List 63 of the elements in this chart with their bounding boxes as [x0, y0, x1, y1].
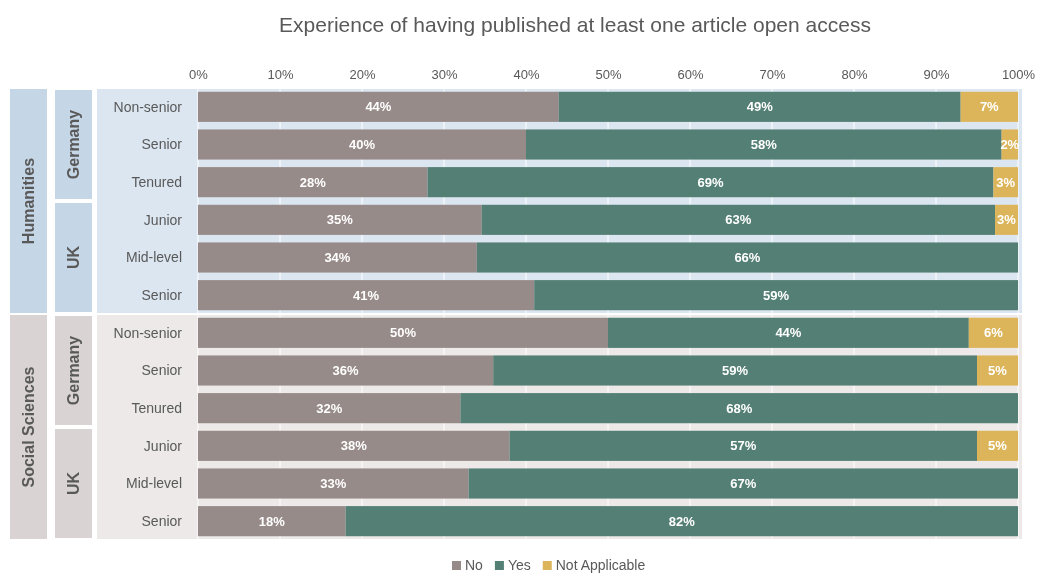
y-tick-label: Senior [141, 287, 183, 304]
data-label: 18% [258, 513, 286, 529]
y-tick-label: Non-senior [113, 98, 183, 115]
text: Germany [64, 335, 82, 406]
data-label: 38% [340, 438, 368, 454]
y-tick-label: Junior [143, 211, 183, 228]
legend-label: Yes [507, 557, 531, 573]
data-label: 44% [365, 99, 392, 115]
y-tick-label: Tenured [131, 400, 182, 417]
data-label: 3% [996, 174, 1016, 190]
data-label: 34% [324, 250, 351, 266]
legend-label: No [465, 557, 484, 573]
data-label: 69% [697, 174, 724, 190]
x-tick-label: 100% [1001, 67, 1036, 82]
text: UK [64, 245, 82, 270]
x-tick-label: 50% [595, 67, 622, 82]
data-label: 59% [722, 363, 749, 379]
legend-label: Not Applicable [555, 557, 646, 573]
data-label: 44% [775, 325, 802, 341]
data-label: 40% [348, 137, 376, 153]
data-label: 35% [326, 212, 354, 228]
data-label: 41% [353, 287, 380, 303]
x-tick-label: 90% [923, 67, 950, 82]
data-label: 63% [725, 212, 752, 228]
text: Social Sciences [19, 366, 37, 488]
data-label: 66% [734, 250, 761, 266]
data-label: 32% [316, 400, 343, 416]
y-tick-label: Non-senior [113, 324, 183, 341]
text: Germany [64, 109, 82, 180]
data-label: 49% [746, 99, 774, 115]
x-tick-label: 30% [431, 67, 458, 82]
data-label: 3% [997, 212, 1017, 228]
data-label: 6% [984, 325, 1004, 341]
x-tick-label: 20% [349, 67, 376, 82]
chart-title: Experience of having published at least one article open access [279, 13, 871, 36]
x-tick-label: 40% [513, 67, 540, 82]
data-label: 68% [726, 400, 753, 416]
y-tick-label: Mid-level [125, 475, 182, 492]
data-label: 33% [320, 476, 347, 492]
data-label: 50% [389, 325, 417, 341]
text: UK [64, 471, 82, 496]
x-tick-label: 60% [677, 67, 704, 82]
y-tick-label: Senior [141, 136, 183, 153]
text: Humanities [19, 157, 37, 245]
data-label: 5% [988, 438, 1008, 454]
y-tick-label: Tenured [131, 174, 182, 191]
data-label: 5% [988, 363, 1008, 379]
y-tick-label: Senior [141, 362, 183, 379]
data-label: 57% [730, 438, 757, 454]
data-label: 82% [668, 513, 696, 529]
x-tick-label: 0% [189, 67, 209, 82]
x-tick-label: 10% [267, 67, 294, 82]
x-tick-label: 80% [841, 67, 868, 82]
data-label: 59% [763, 287, 790, 303]
x-tick-label: 70% [759, 67, 786, 82]
y-tick-label: Mid-level [125, 249, 182, 266]
data-label: 36% [332, 363, 360, 379]
data-label: 7% [979, 99, 1000, 115]
data-label: 67% [730, 476, 757, 492]
data-label: 28% [299, 174, 327, 190]
y-tick-label: Senior [141, 513, 183, 530]
y-tick-label: Junior [143, 437, 183, 454]
data-label: 58% [750, 137, 778, 153]
